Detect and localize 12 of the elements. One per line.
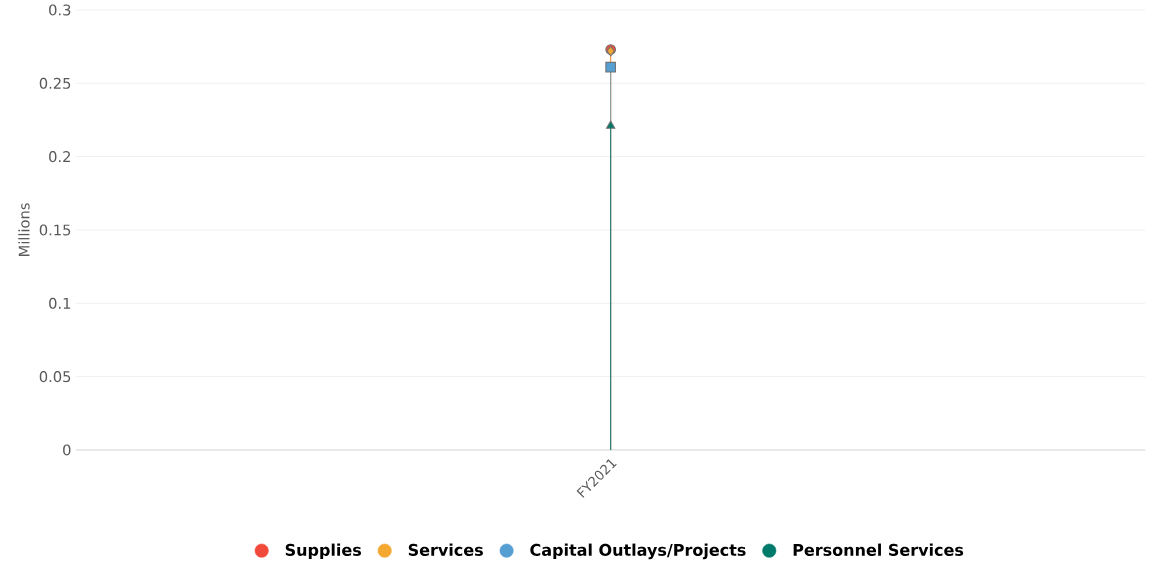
y-tick-label: 0.15 (39, 224, 71, 236)
y-tick-label: 0.2 (49, 151, 70, 163)
y-tick-label: 0.05 (39, 371, 71, 383)
y-tick-label: 0 (63, 444, 71, 456)
legend-label: Supplies (285, 543, 362, 560)
legend-label: Services (408, 543, 483, 557)
y-axis-title: Millions (18, 203, 30, 257)
legend-label: Personnel Services (793, 543, 964, 557)
y-tick-label: 0.25 (39, 77, 71, 90)
legend-label: Capital Outlays/Projects (530, 543, 746, 560)
y-tick-label: 0.1 (49, 297, 71, 310)
y-tick-label: 0.3 (49, 4, 71, 16)
